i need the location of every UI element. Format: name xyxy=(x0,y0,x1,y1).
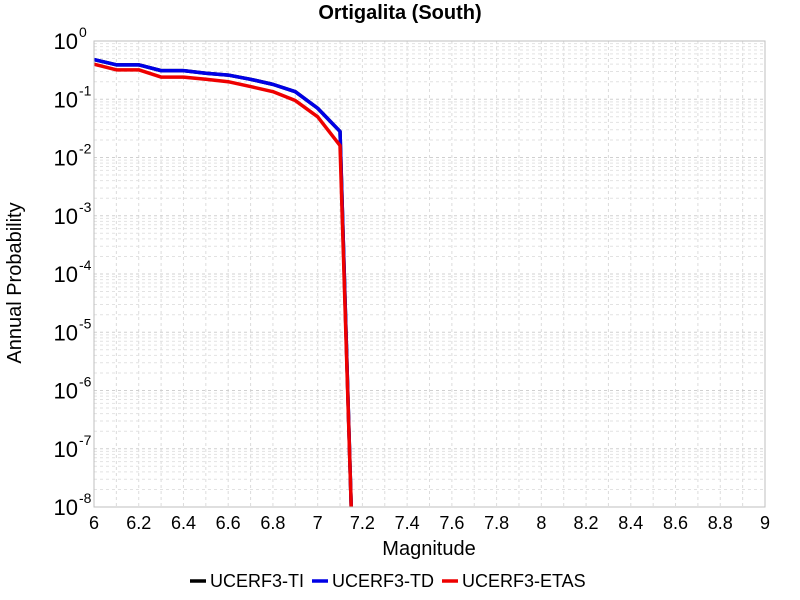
series-layer xyxy=(93,57,353,508)
y-tick-exponent: -7 xyxy=(79,432,92,448)
y-tick-label: 10 -8 xyxy=(54,490,92,520)
x-tick-label: 8.2 xyxy=(574,513,599,533)
y-tick-label: 10 -7 xyxy=(54,432,92,462)
y-tick-label: 10 -4 xyxy=(54,257,92,287)
y-tick-exponent: -2 xyxy=(79,141,92,157)
x-tick-label: 7 xyxy=(313,513,323,533)
y-tick-exponent: 0 xyxy=(79,24,87,40)
x-tick-label: 6.2 xyxy=(126,513,151,533)
x-tick-label: 8.6 xyxy=(663,513,688,533)
y-tick-base: 10 xyxy=(54,262,78,287)
y-tick-base: 10 xyxy=(54,29,78,54)
legend-label: UCERF3-ETAS xyxy=(462,571,586,591)
chart-title: Ortigalita (South) xyxy=(318,2,481,24)
x-tick-label: 8.4 xyxy=(618,513,643,533)
x-tick-label: 7.4 xyxy=(395,513,420,533)
x-tick-label: 9 xyxy=(760,513,770,533)
y-tick-label: 10 -5 xyxy=(54,315,92,345)
x-tick-label: 6.6 xyxy=(216,513,241,533)
y-tick-label: 10 -2 xyxy=(54,141,92,171)
x-tick-label: 6 xyxy=(89,513,99,533)
grid xyxy=(93,41,766,508)
legend-label: UCERF3-TI xyxy=(210,571,304,591)
x-tick-label: 6.4 xyxy=(171,513,196,533)
legend: UCERF3-TI UCERF3-TD UCERF3-ETAS xyxy=(190,571,586,591)
y-tick-exponent: -1 xyxy=(79,82,92,98)
y-tick-base: 10 xyxy=(54,495,78,520)
y-tick-base: 10 xyxy=(54,320,78,345)
series-line-ucerf3-td xyxy=(93,57,353,508)
legend-label: UCERF3-TD xyxy=(332,571,434,591)
x-tick-labels: 6 6.2 6.4 6.6 6.8 7 7.2 7.4 7.6 7.8 8 8.2 8.4 8.6 8.8 9 xyxy=(89,513,770,533)
y-tick-base: 10 xyxy=(54,437,78,462)
x-tick-label: 7.6 xyxy=(439,513,464,533)
y-tick-label: 10 -1 xyxy=(54,82,92,112)
y-tick-label: 10 -6 xyxy=(54,374,92,404)
y-tick-exponent: -6 xyxy=(79,374,92,390)
y-tick-exponent: -3 xyxy=(79,199,92,215)
y-axis-label: Annual Probability xyxy=(4,202,26,363)
y-tick-base: 10 xyxy=(54,146,78,171)
x-tick-label: 8.8 xyxy=(708,513,733,533)
y-tick-base: 10 xyxy=(54,204,78,229)
y-tick-label: 10 -3 xyxy=(54,199,92,229)
series-line-ucerf3-etas xyxy=(93,62,353,508)
x-tick-label: 7.8 xyxy=(484,513,509,533)
x-tick-label: 8 xyxy=(536,513,546,533)
x-axis-label: Magnitude xyxy=(382,538,475,560)
x-tick-label: 7.2 xyxy=(350,513,375,533)
y-tick-base: 10 xyxy=(54,379,78,404)
y-tick-label: 10 0 xyxy=(54,24,87,54)
y-tick-exponent: -4 xyxy=(79,257,92,273)
x-tick-label: 6.8 xyxy=(260,513,285,533)
y-tick-exponent: -5 xyxy=(79,315,92,331)
y-tick-exponent: -8 xyxy=(79,490,92,506)
y-tick-base: 10 xyxy=(54,87,78,112)
plot-border xyxy=(93,40,766,508)
